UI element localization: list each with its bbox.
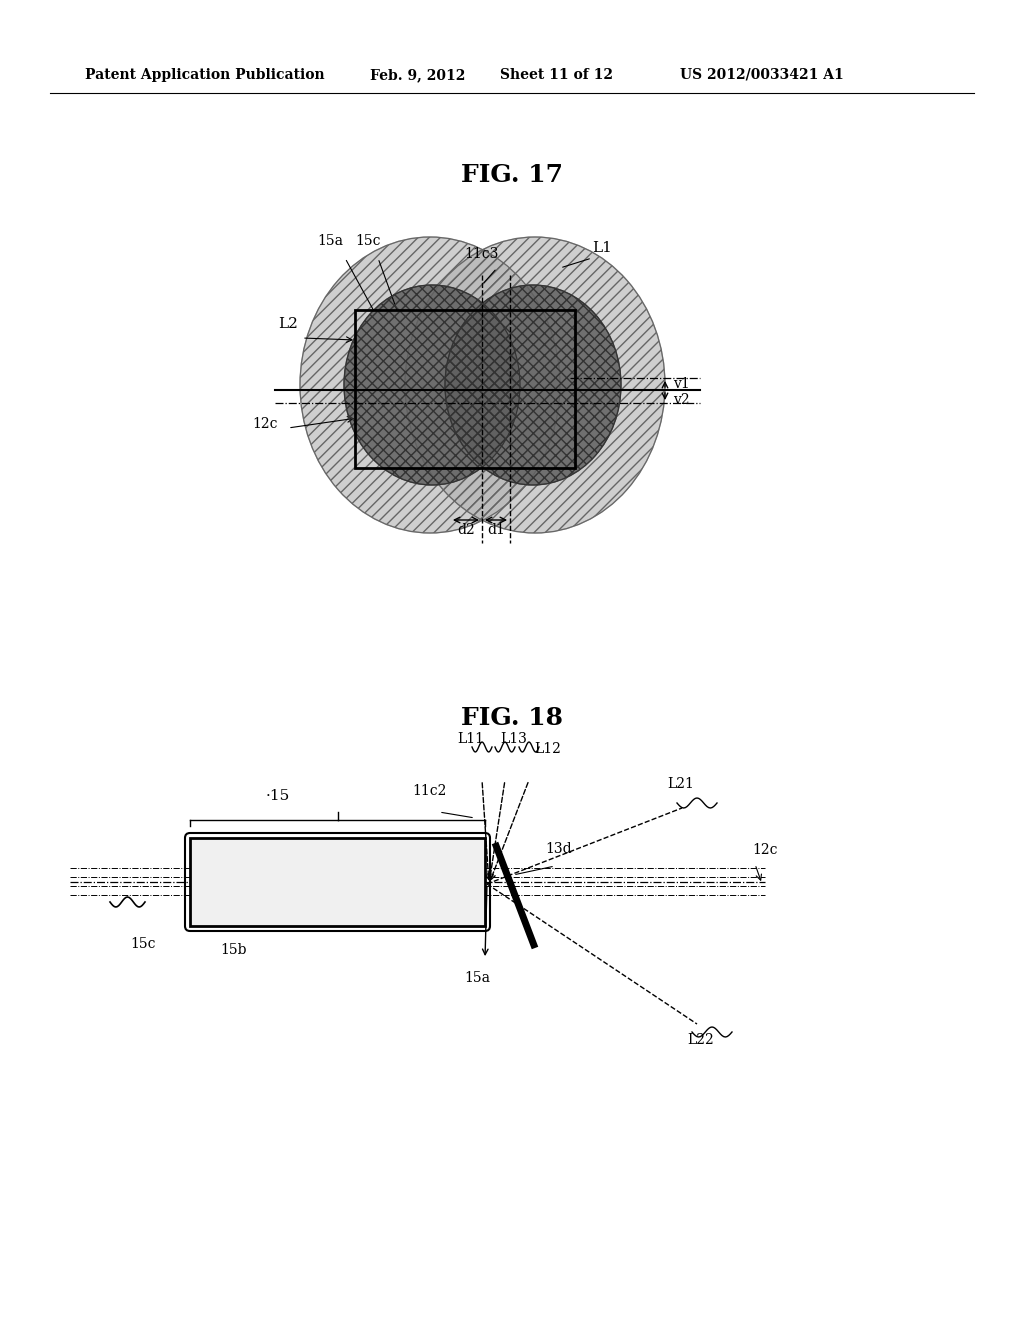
Text: L1: L1 xyxy=(592,242,612,255)
Ellipse shape xyxy=(344,285,520,484)
Text: d2: d2 xyxy=(457,523,475,537)
Text: FIG. 17: FIG. 17 xyxy=(461,162,563,187)
Text: 11c2: 11c2 xyxy=(412,784,446,799)
Text: 13d: 13d xyxy=(545,842,571,855)
Text: ·15: ·15 xyxy=(265,789,290,803)
Text: 12c: 12c xyxy=(252,417,278,432)
Text: L12: L12 xyxy=(534,742,561,756)
Text: 15a: 15a xyxy=(464,972,490,985)
Text: v2: v2 xyxy=(673,393,689,408)
Text: Sheet 11 of 12: Sheet 11 of 12 xyxy=(500,69,613,82)
Ellipse shape xyxy=(300,238,560,533)
Text: 15c: 15c xyxy=(130,937,156,950)
Bar xyxy=(355,310,575,469)
Text: L2: L2 xyxy=(278,317,298,331)
Text: 15b: 15b xyxy=(220,942,247,957)
Ellipse shape xyxy=(445,285,621,484)
Text: 12c: 12c xyxy=(752,843,777,857)
Text: 15c: 15c xyxy=(355,234,381,248)
Text: Patent Application Publication: Patent Application Publication xyxy=(85,69,325,82)
Text: 11c3: 11c3 xyxy=(464,247,499,261)
Text: L21: L21 xyxy=(667,777,694,791)
Ellipse shape xyxy=(406,238,665,533)
Text: Feb. 9, 2012: Feb. 9, 2012 xyxy=(370,69,465,82)
Text: 15a: 15a xyxy=(317,234,343,248)
Text: L11: L11 xyxy=(457,733,484,746)
Text: v1: v1 xyxy=(673,378,690,391)
Text: d1: d1 xyxy=(487,523,505,537)
Bar xyxy=(190,838,485,927)
Text: FIG. 18: FIG. 18 xyxy=(461,706,563,730)
Text: L22: L22 xyxy=(687,1034,714,1047)
Text: US 2012/0033421 A1: US 2012/0033421 A1 xyxy=(680,69,844,82)
Text: L13: L13 xyxy=(500,733,527,746)
